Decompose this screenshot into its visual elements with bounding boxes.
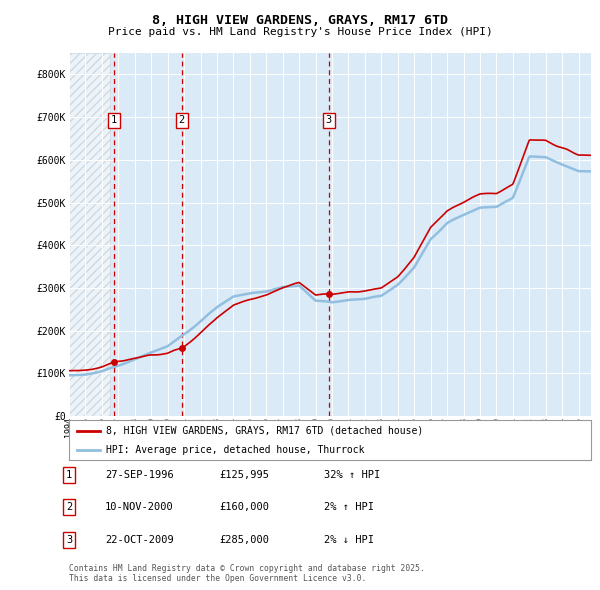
Text: 2: 2 [179,115,185,125]
Text: 8, HIGH VIEW GARDENS, GRAYS, RM17 6TD (detached house): 8, HIGH VIEW GARDENS, GRAYS, RM17 6TD (d… [106,426,423,436]
Text: 27-SEP-1996: 27-SEP-1996 [105,470,174,480]
Text: 1: 1 [66,470,72,480]
Text: £285,000: £285,000 [219,535,269,545]
Text: 3: 3 [326,115,332,125]
Text: Contains HM Land Registry data © Crown copyright and database right 2025.
This d: Contains HM Land Registry data © Crown c… [69,563,425,583]
Text: 2% ↓ HPI: 2% ↓ HPI [324,535,374,545]
Text: 3: 3 [66,535,72,545]
Text: 8, HIGH VIEW GARDENS, GRAYS, RM17 6TD: 8, HIGH VIEW GARDENS, GRAYS, RM17 6TD [152,14,448,27]
Text: 2: 2 [66,503,72,512]
Text: £125,995: £125,995 [219,470,269,480]
Text: 2% ↑ HPI: 2% ↑ HPI [324,503,374,512]
Text: 10-NOV-2000: 10-NOV-2000 [105,503,174,512]
Text: £160,000: £160,000 [219,503,269,512]
Text: 32% ↑ HPI: 32% ↑ HPI [324,470,380,480]
Text: 1: 1 [111,115,117,125]
Text: HPI: Average price, detached house, Thurrock: HPI: Average price, detached house, Thur… [106,445,364,455]
Text: 22-OCT-2009: 22-OCT-2009 [105,535,174,545]
Bar [69,53,110,416]
Text: Price paid vs. HM Land Registry's House Price Index (HPI): Price paid vs. HM Land Registry's House … [107,28,493,37]
